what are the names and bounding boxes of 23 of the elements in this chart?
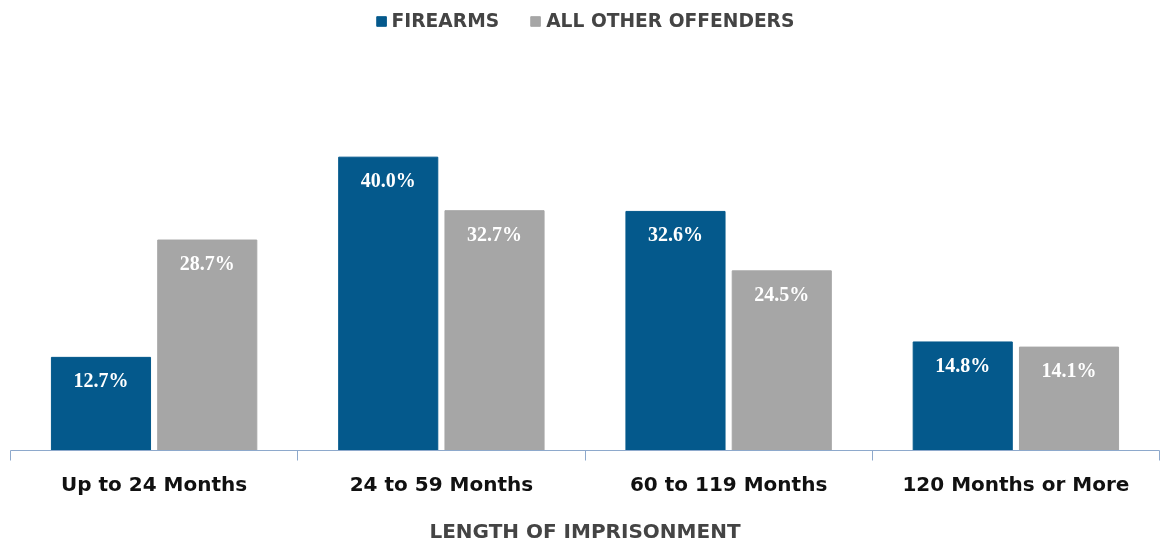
x-tick-label: Up to 24 Months — [61, 471, 248, 496]
x-tick-label: 24 to 59 Months — [349, 471, 534, 496]
bar — [157, 239, 258, 451]
bar — [50, 356, 152, 451]
bar — [731, 270, 832, 451]
data-label: 14.1% — [1041, 359, 1097, 382]
data-label: 32.7% — [467, 222, 523, 245]
bar — [912, 341, 1013, 451]
legend-label: ALL OTHER OFFENDERS — [546, 10, 795, 31]
bar — [625, 210, 726, 451]
bar — [1018, 346, 1120, 451]
data-label: 40.0% — [360, 169, 416, 192]
x-tick-label: 120 Months or More — [902, 471, 1130, 496]
data-label: 32.6% — [647, 223, 703, 246]
data-label: 14.8% — [935, 353, 991, 376]
data-label: 28.7% — [179, 252, 235, 275]
data-label: 24.5% — [754, 282, 810, 305]
bar — [338, 156, 439, 451]
x-tick-label: 60 to 119 Months — [629, 471, 828, 496]
x-axis-title: LENGTH OF IMPRISONMENT — [429, 518, 741, 543]
data-label: 12.7% — [73, 369, 129, 392]
legend-label: FIREARMS — [391, 10, 500, 31]
bar — [444, 210, 545, 451]
